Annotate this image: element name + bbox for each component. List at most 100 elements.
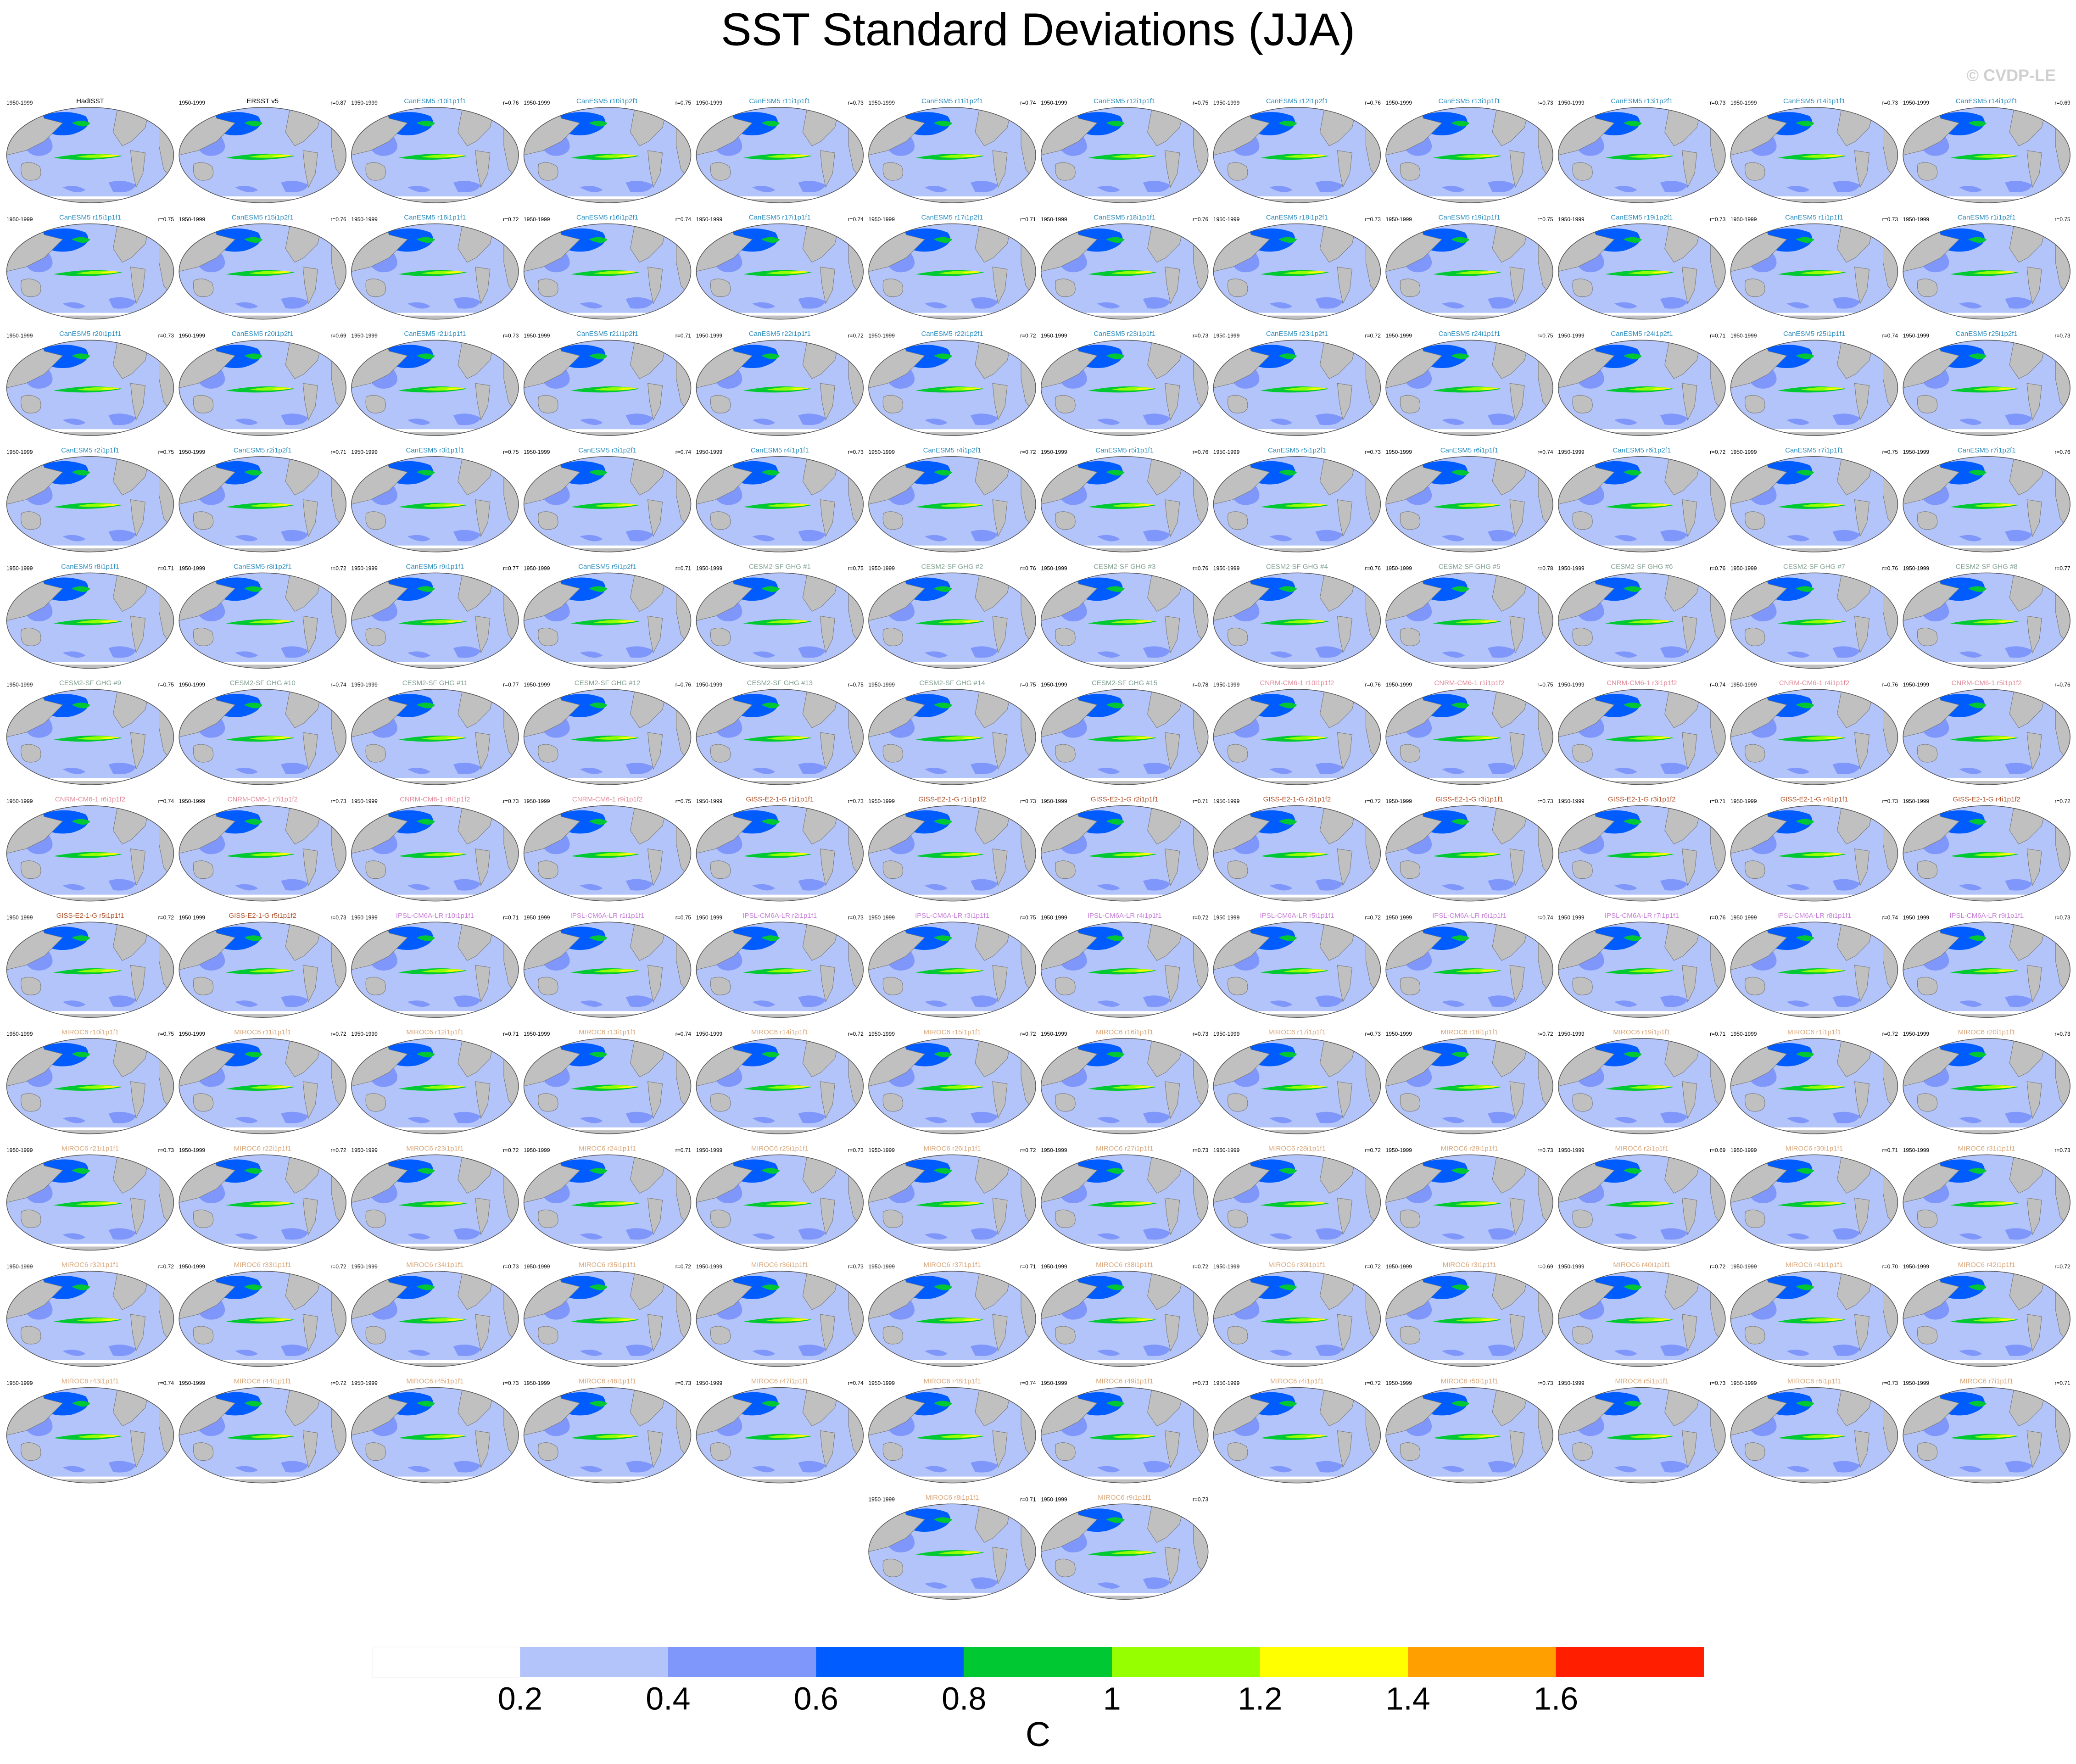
panel-r: r=0.71: [2054, 1380, 2070, 1386]
map: [1213, 806, 1380, 901]
colorbar-tick-label: 1.6: [1534, 1680, 1578, 1716]
panel-period: 1950-1999: [696, 449, 723, 455]
panel-period: 1950-1999: [869, 1147, 895, 1154]
map: [1903, 457, 2070, 552]
panel-title: MIROC6 r1i1p1f1: [1787, 1028, 1841, 1036]
map: [179, 1388, 346, 1483]
map: [179, 340, 346, 435]
colorbar-box: [964, 1647, 1112, 1677]
panel-title: CanESM5 r7i1p1f1: [1785, 447, 1843, 454]
panel-title: CanESM5 r10i1p1f1: [404, 97, 466, 105]
panel-r: r=0.77: [503, 565, 519, 572]
panel-period: 1950-1999: [524, 1031, 550, 1037]
panel-period: 1950-1999: [1730, 449, 1757, 455]
panel-period: 1950-1999: [6, 681, 33, 688]
panel-period: 1950-1999: [1386, 332, 1412, 339]
panel-period: 1950-1999: [179, 216, 206, 223]
panel-r: r=0.74: [1537, 449, 1553, 455]
panel-title: CanESM5 r25i1p1f1: [1783, 330, 1845, 338]
panel-r: r=0.75: [848, 565, 864, 572]
map: [1041, 1038, 1208, 1134]
panel-r: r=0.71: [1020, 216, 1036, 223]
panel-title: MIROC6 r43i1p1f1: [61, 1378, 119, 1385]
panel-r: r=0.73: [503, 1263, 519, 1270]
panel-period: 1950-1999: [524, 1380, 550, 1386]
panel-period: 1950-1999: [1213, 216, 1240, 223]
map: [1213, 107, 1380, 203]
map: [352, 1038, 519, 1134]
panel-r: r=0.71: [675, 1147, 692, 1154]
panel-period: 1950-1999: [1386, 1263, 1412, 1270]
panel-r: r=0.75: [503, 449, 519, 455]
colorbar-tick-label: 0.4: [646, 1680, 690, 1716]
map: [352, 1155, 519, 1250]
panel-period: 1950-1999: [351, 681, 378, 688]
panel-r: r=0.72: [1193, 914, 1209, 921]
panel-period: 1950-1999: [1213, 681, 1240, 688]
panel-r: r=0.73: [848, 798, 864, 804]
panel-r: r=0.74: [848, 216, 864, 223]
panel-r: r=0.72: [848, 1031, 864, 1037]
panel-r: r=0.76: [675, 681, 692, 688]
colorbar-box: [668, 1647, 816, 1677]
panel-r: r=0.73: [1365, 1031, 1381, 1037]
panel-r: r=0.71: [158, 565, 174, 572]
panel-title: MIROC6 r19i1p1f1: [1613, 1028, 1670, 1036]
map: [524, 457, 691, 552]
panel-r: r=0.71: [1020, 1496, 1036, 1502]
panel-r: r=0.73: [330, 914, 346, 921]
panel-r: r=0.73: [1882, 100, 1898, 106]
panel-period: 1950-1999: [1730, 1263, 1757, 1270]
panel-r: r=0.75: [2054, 216, 2070, 223]
panel-period: 1950-1999: [6, 216, 33, 223]
panel-r: r=0.73: [848, 914, 864, 921]
panel-r: r=0.74: [1882, 332, 1898, 339]
map: [1903, 107, 2070, 203]
panel-title: HadISST: [76, 97, 104, 105]
panel-r: r=0.76: [1193, 565, 1209, 572]
panel-title: CESM2-SF GHG #2: [921, 563, 983, 570]
panel-title: CanESM5 r5i1p1f1: [1095, 447, 1154, 454]
map: [1731, 1388, 1898, 1483]
map: [696, 1388, 863, 1483]
panel-r: r=0.76: [1365, 100, 1381, 106]
map: [1386, 224, 1553, 319]
panel-r: r=0.72: [158, 1263, 174, 1270]
panel-period: 1950-1999: [351, 1263, 378, 1270]
panel-title: CanESM5 r14i1p2f1: [1956, 97, 2018, 105]
panel-period: 1950-1999: [1903, 1147, 1930, 1154]
panel-period: 1950-1999: [1558, 914, 1585, 921]
panel-period: 1950-1999: [351, 1147, 378, 1154]
panel-period: 1950-1999: [6, 1263, 33, 1270]
panel-r: r=0.73: [1537, 798, 1553, 804]
panel-r: r=0.74: [1020, 1380, 1036, 1386]
panel-title: CanESM5 r19i1p2f1: [1611, 214, 1673, 222]
panel-period: 1950-1999: [869, 798, 895, 804]
panel-r: r=0.71: [675, 565, 692, 572]
panel-r: r=0.71: [1710, 332, 1726, 339]
panel-title: MIROC6 r24i1p1f1: [579, 1144, 636, 1152]
map: [696, 573, 863, 668]
map: [352, 1271, 519, 1367]
panel-title: CESM2-SF GHG #7: [1783, 563, 1845, 570]
panel-period: 1950-1999: [1213, 798, 1240, 804]
panel-r: r=0.72: [1365, 1147, 1381, 1154]
map: [1558, 689, 1725, 785]
panel-period: 1950-1999: [1558, 565, 1585, 572]
panel-title: CanESM5 r3i1p2f1: [578, 447, 636, 454]
map: [1903, 340, 2070, 435]
map: [1386, 1038, 1553, 1134]
panel-period: 1950-1999: [696, 798, 723, 804]
panel-title: CNRM-CM6-1 r4i1p1f2: [1779, 679, 1849, 687]
panel-title: MIROC6 r49i1p1f1: [1096, 1378, 1153, 1385]
map: [7, 340, 174, 435]
panel-r: r=0.73: [158, 332, 174, 339]
panel-period: 1950-1999: [1558, 449, 1585, 455]
panel-period: 1950-1999: [1730, 798, 1757, 804]
panel-period: 1950-1999: [351, 332, 378, 339]
panel-period: 1950-1999: [869, 681, 895, 688]
panel-title: CanESM5 r22i1p2f1: [921, 330, 983, 338]
panel-r: r=0.76: [503, 100, 519, 106]
map: [869, 1388, 1036, 1483]
map: [1558, 224, 1725, 319]
